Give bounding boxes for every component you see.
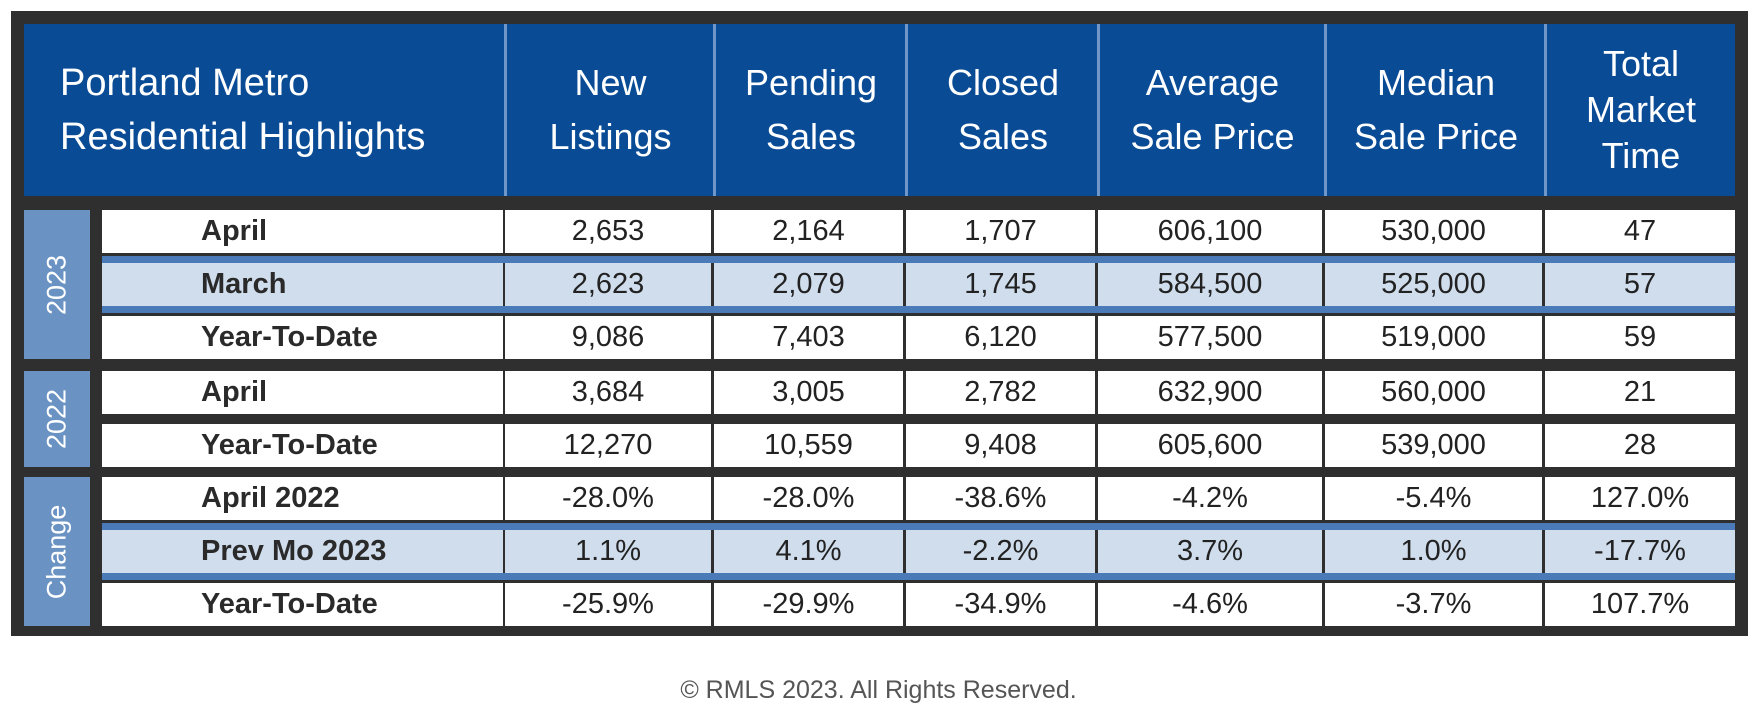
table-cell: 9,086: [505, 316, 711, 359]
row-label: April: [102, 371, 503, 414]
table-cell: -28.0%: [714, 477, 903, 520]
table-cell: -17.7%: [1545, 530, 1735, 573]
column-header: Average Sale Price: [1100, 24, 1325, 196]
table-cell: 530,000: [1325, 210, 1542, 253]
table-cell: -5.4%: [1325, 477, 1542, 520]
header-divider: [1544, 24, 1547, 196]
table-cell: 21: [1545, 371, 1735, 414]
table-cell: 2,653: [505, 210, 711, 253]
group-label-change: Change: [24, 477, 90, 626]
table-cell: -4.2%: [1098, 477, 1322, 520]
copyright-footer: © RMLS 2023. All Rights Reserved.: [680, 676, 1077, 704]
table-cell: 2,164: [714, 210, 903, 253]
row-separator: [102, 256, 1735, 263]
table-cell: 1,707: [906, 210, 1095, 253]
row-label: April 2022: [102, 477, 503, 520]
table-cell: 560,000: [1325, 371, 1542, 414]
table-cell: 525,000: [1325, 263, 1542, 306]
row-label: Year-To-Date: [102, 316, 503, 359]
table-cell: 577,500: [1098, 316, 1322, 359]
group-label-2022: 2022: [24, 371, 90, 467]
table-cell: -2.2%: [906, 530, 1095, 573]
row-separator: [102, 573, 1735, 580]
header-divider: [1097, 24, 1100, 196]
table-cell: 1,745: [906, 263, 1095, 306]
header-divider: [1324, 24, 1327, 196]
header-divider: [905, 24, 908, 196]
row-label: April: [102, 210, 503, 253]
header-divider: [504, 24, 507, 196]
row-separator: [102, 306, 1735, 313]
table-cell: 605,600: [1098, 424, 1322, 467]
table-cell: -3.7%: [1325, 583, 1542, 626]
table-cell: 107.7%: [1545, 583, 1735, 626]
table-cell: 9,408: [906, 424, 1095, 467]
row-label: Year-To-Date: [102, 583, 503, 626]
column-header: Closed Sales: [908, 24, 1098, 196]
table-cell: 584,500: [1098, 263, 1322, 306]
table-cell: 2,782: [906, 371, 1095, 414]
table-cell: -29.9%: [714, 583, 903, 626]
table-cell: 1.0%: [1325, 530, 1542, 573]
table-cell: 4.1%: [714, 530, 903, 573]
table-cell: 632,900: [1098, 371, 1322, 414]
table-title: Portland Metro Residential Highlights: [24, 24, 505, 196]
row-label: March: [102, 263, 503, 306]
table-cell: -28.0%: [505, 477, 711, 520]
row-label: Prev Mo 2023: [102, 530, 503, 573]
table-cell: 6,120: [906, 316, 1095, 359]
table-cell: 3.7%: [1098, 530, 1322, 573]
table-cell: 10,559: [714, 424, 903, 467]
table-cell: 127.0%: [1545, 477, 1735, 520]
table-cell: 3,684: [505, 371, 711, 414]
row-label: Year-To-Date: [102, 424, 503, 467]
table-cell: 539,000: [1325, 424, 1542, 467]
column-header: Pending Sales: [716, 24, 906, 196]
table-cell: 28: [1545, 424, 1735, 467]
table-cell: 12,270: [505, 424, 711, 467]
table-cell: -4.6%: [1098, 583, 1322, 626]
table-cell: 57: [1545, 263, 1735, 306]
table-cell: 606,100: [1098, 210, 1322, 253]
column-header: Total Market Time: [1547, 24, 1735, 196]
group-label-text: 2022: [41, 388, 72, 450]
table-cell: 3,005: [714, 371, 903, 414]
group-label-text: Change: [41, 504, 72, 599]
table-cell: 7,403: [714, 316, 903, 359]
column-header: New Listings: [507, 24, 714, 196]
column-header: Median Sale Price: [1327, 24, 1545, 196]
row-separator: [102, 523, 1735, 530]
table-cell: -25.9%: [505, 583, 711, 626]
table-cell: -34.9%: [906, 583, 1095, 626]
table-cell: 47: [1545, 210, 1735, 253]
header-divider: [713, 24, 716, 196]
table-cell: 2,079: [714, 263, 903, 306]
table-cell: -38.6%: [906, 477, 1095, 520]
group-label-text: 2023: [41, 254, 72, 315]
group-label-2023: 2023: [24, 210, 90, 359]
table-cell: 59: [1545, 316, 1735, 359]
table-cell: 1.1%: [505, 530, 711, 573]
table-cell: 519,000: [1325, 316, 1542, 359]
table-cell: 2,623: [505, 263, 711, 306]
